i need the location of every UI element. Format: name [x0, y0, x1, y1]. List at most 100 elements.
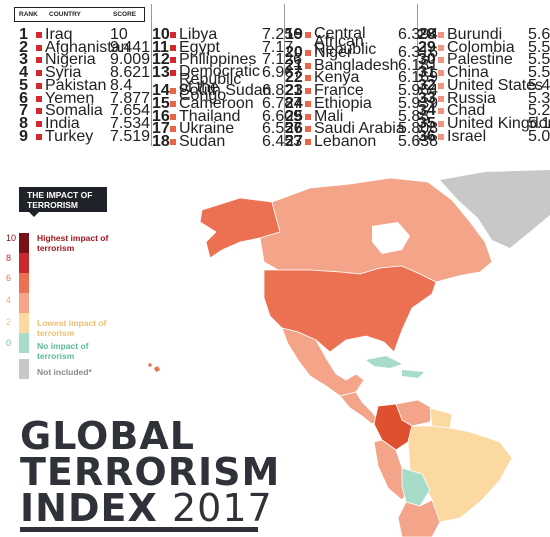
- rank-cell: 3: [19, 51, 28, 69]
- legend-swatch-none: [19, 333, 29, 353]
- score-cell: 7.519: [110, 127, 151, 145]
- country-cell: China: [447, 64, 489, 82]
- country-cell: Iraq: [45, 26, 73, 43]
- country-cell: Egypt: [179, 38, 220, 56]
- country-cell: Nigeria: [45, 51, 96, 69]
- score-cell: 7.256: [262, 26, 303, 43]
- country-cell: South Sudan: [179, 82, 272, 100]
- score-cell: 5.808: [398, 120, 439, 138]
- map-hawaii: [148, 363, 160, 372]
- score-swatch: [36, 120, 42, 127]
- score-cell: 6.181: [398, 56, 439, 74]
- score-swatch: [170, 113, 176, 120]
- map-caribbean: [366, 356, 402, 368]
- country-cell: Russia: [447, 89, 496, 107]
- score-cell: 5.637: [528, 26, 550, 43]
- score-cell: 5.329: [528, 89, 550, 107]
- country-cell: Pakistan: [45, 76, 107, 94]
- rank-cell: 29: [418, 38, 436, 56]
- score-cell: 6.394: [398, 26, 439, 43]
- country-cell: Somalia: [45, 102, 103, 120]
- score-swatch: [170, 57, 176, 64]
- score-swatch: [36, 108, 42, 115]
- rank-cell: 20: [285, 44, 303, 61]
- rank-cell: 26: [285, 120, 303, 138]
- score-cell: 6.557: [262, 120, 303, 138]
- legend-tick: 2: [6, 317, 12, 327]
- legend-lowest-label: Lowest impact of terrorism: [37, 318, 107, 338]
- rank-cell: 5: [19, 76, 28, 94]
- score-cell: 8.4: [110, 76, 133, 94]
- map-central-america: [339, 391, 379, 425]
- legend-tick: 6: [6, 273, 12, 283]
- rank-cell: 18: [152, 132, 170, 150]
- column-divider: [417, 4, 418, 146]
- score-swatch: [438, 120, 444, 127]
- americas-map: [148, 170, 550, 537]
- header-rank: RANK: [19, 11, 38, 18]
- country-cell: Burundi: [447, 26, 503, 43]
- score-swatch: [170, 100, 176, 107]
- country-cell: Democratic Republic of the Congo: [179, 63, 260, 105]
- score-swatch: [305, 88, 311, 95]
- rank-cell: 30: [418, 51, 436, 69]
- score-swatch: [36, 44, 42, 51]
- score-swatch: [305, 138, 311, 145]
- score-cell: 5.269: [528, 102, 550, 120]
- header-score: SCORE: [113, 11, 137, 18]
- score-cell: 10: [110, 26, 128, 43]
- score-swatch: [305, 50, 311, 56]
- legend-not-included-label: Not included*: [37, 367, 92, 377]
- rank-cell: 1: [19, 26, 28, 43]
- legend-swatch-highest: [19, 233, 29, 253]
- country-cell: Central African Republic: [314, 25, 377, 58]
- score-cell: 7.654: [110, 102, 151, 120]
- legend-tick: 10: [6, 233, 17, 243]
- country-cell: Thailand: [179, 107, 241, 125]
- score-swatch: [438, 57, 444, 64]
- rank-cell: 21: [285, 56, 303, 74]
- country-cell: Niger: [314, 44, 353, 61]
- map-greenland: [440, 170, 550, 248]
- score-cell: 5.88: [398, 107, 430, 125]
- rank-cell: 24: [285, 94, 303, 112]
- rank-cell: 13: [152, 64, 170, 82]
- score-swatch: [438, 108, 444, 115]
- country-cell: Libya: [179, 26, 218, 43]
- score-swatch: [438, 44, 444, 51]
- column-divider: [151, 4, 152, 146]
- rank-cell: 4: [19, 64, 28, 82]
- map-alaska: [199, 197, 281, 259]
- country-cell: Colombia: [447, 38, 515, 56]
- score-swatch: [305, 62, 311, 69]
- table-header: RANK COUNTRY SCORE: [14, 7, 145, 22]
- score-swatch: [438, 32, 444, 38]
- score-swatch: [36, 82, 42, 89]
- map-guianas: [429, 407, 453, 429]
- legend-swatch-high: [19, 253, 29, 273]
- country-cell: Afghanistan: [45, 38, 130, 56]
- score-cell: 5.429: [528, 76, 550, 94]
- score-swatch: [438, 95, 444, 102]
- brand-line-1: GLOBAL: [20, 414, 195, 458]
- rank-cell: 33: [418, 89, 436, 107]
- rank-cell: 32: [418, 76, 436, 94]
- score-cell: 8.621: [110, 64, 151, 82]
- rank-cell: 10: [152, 26, 170, 43]
- legend-swatch-low: [19, 293, 29, 313]
- map-hudson-bay: [372, 222, 410, 254]
- score-cell: 5.102: [528, 114, 550, 132]
- score-swatch: [438, 133, 444, 140]
- score-swatch: [305, 32, 311, 38]
- country-cell: Bangladesh: [314, 56, 399, 74]
- country-cell: Chad: [447, 102, 486, 120]
- rank-cell: 14: [152, 82, 170, 100]
- score-swatch: [170, 138, 176, 145]
- country-cell: Cameroon: [179, 94, 254, 112]
- score-swatch: [305, 75, 311, 82]
- score-cell: 5.551: [528, 51, 550, 69]
- rank-cell: 25: [285, 107, 303, 125]
- score-swatch: [170, 70, 176, 77]
- score-cell: 5.543: [528, 64, 550, 82]
- rank-cell: 27: [285, 132, 303, 150]
